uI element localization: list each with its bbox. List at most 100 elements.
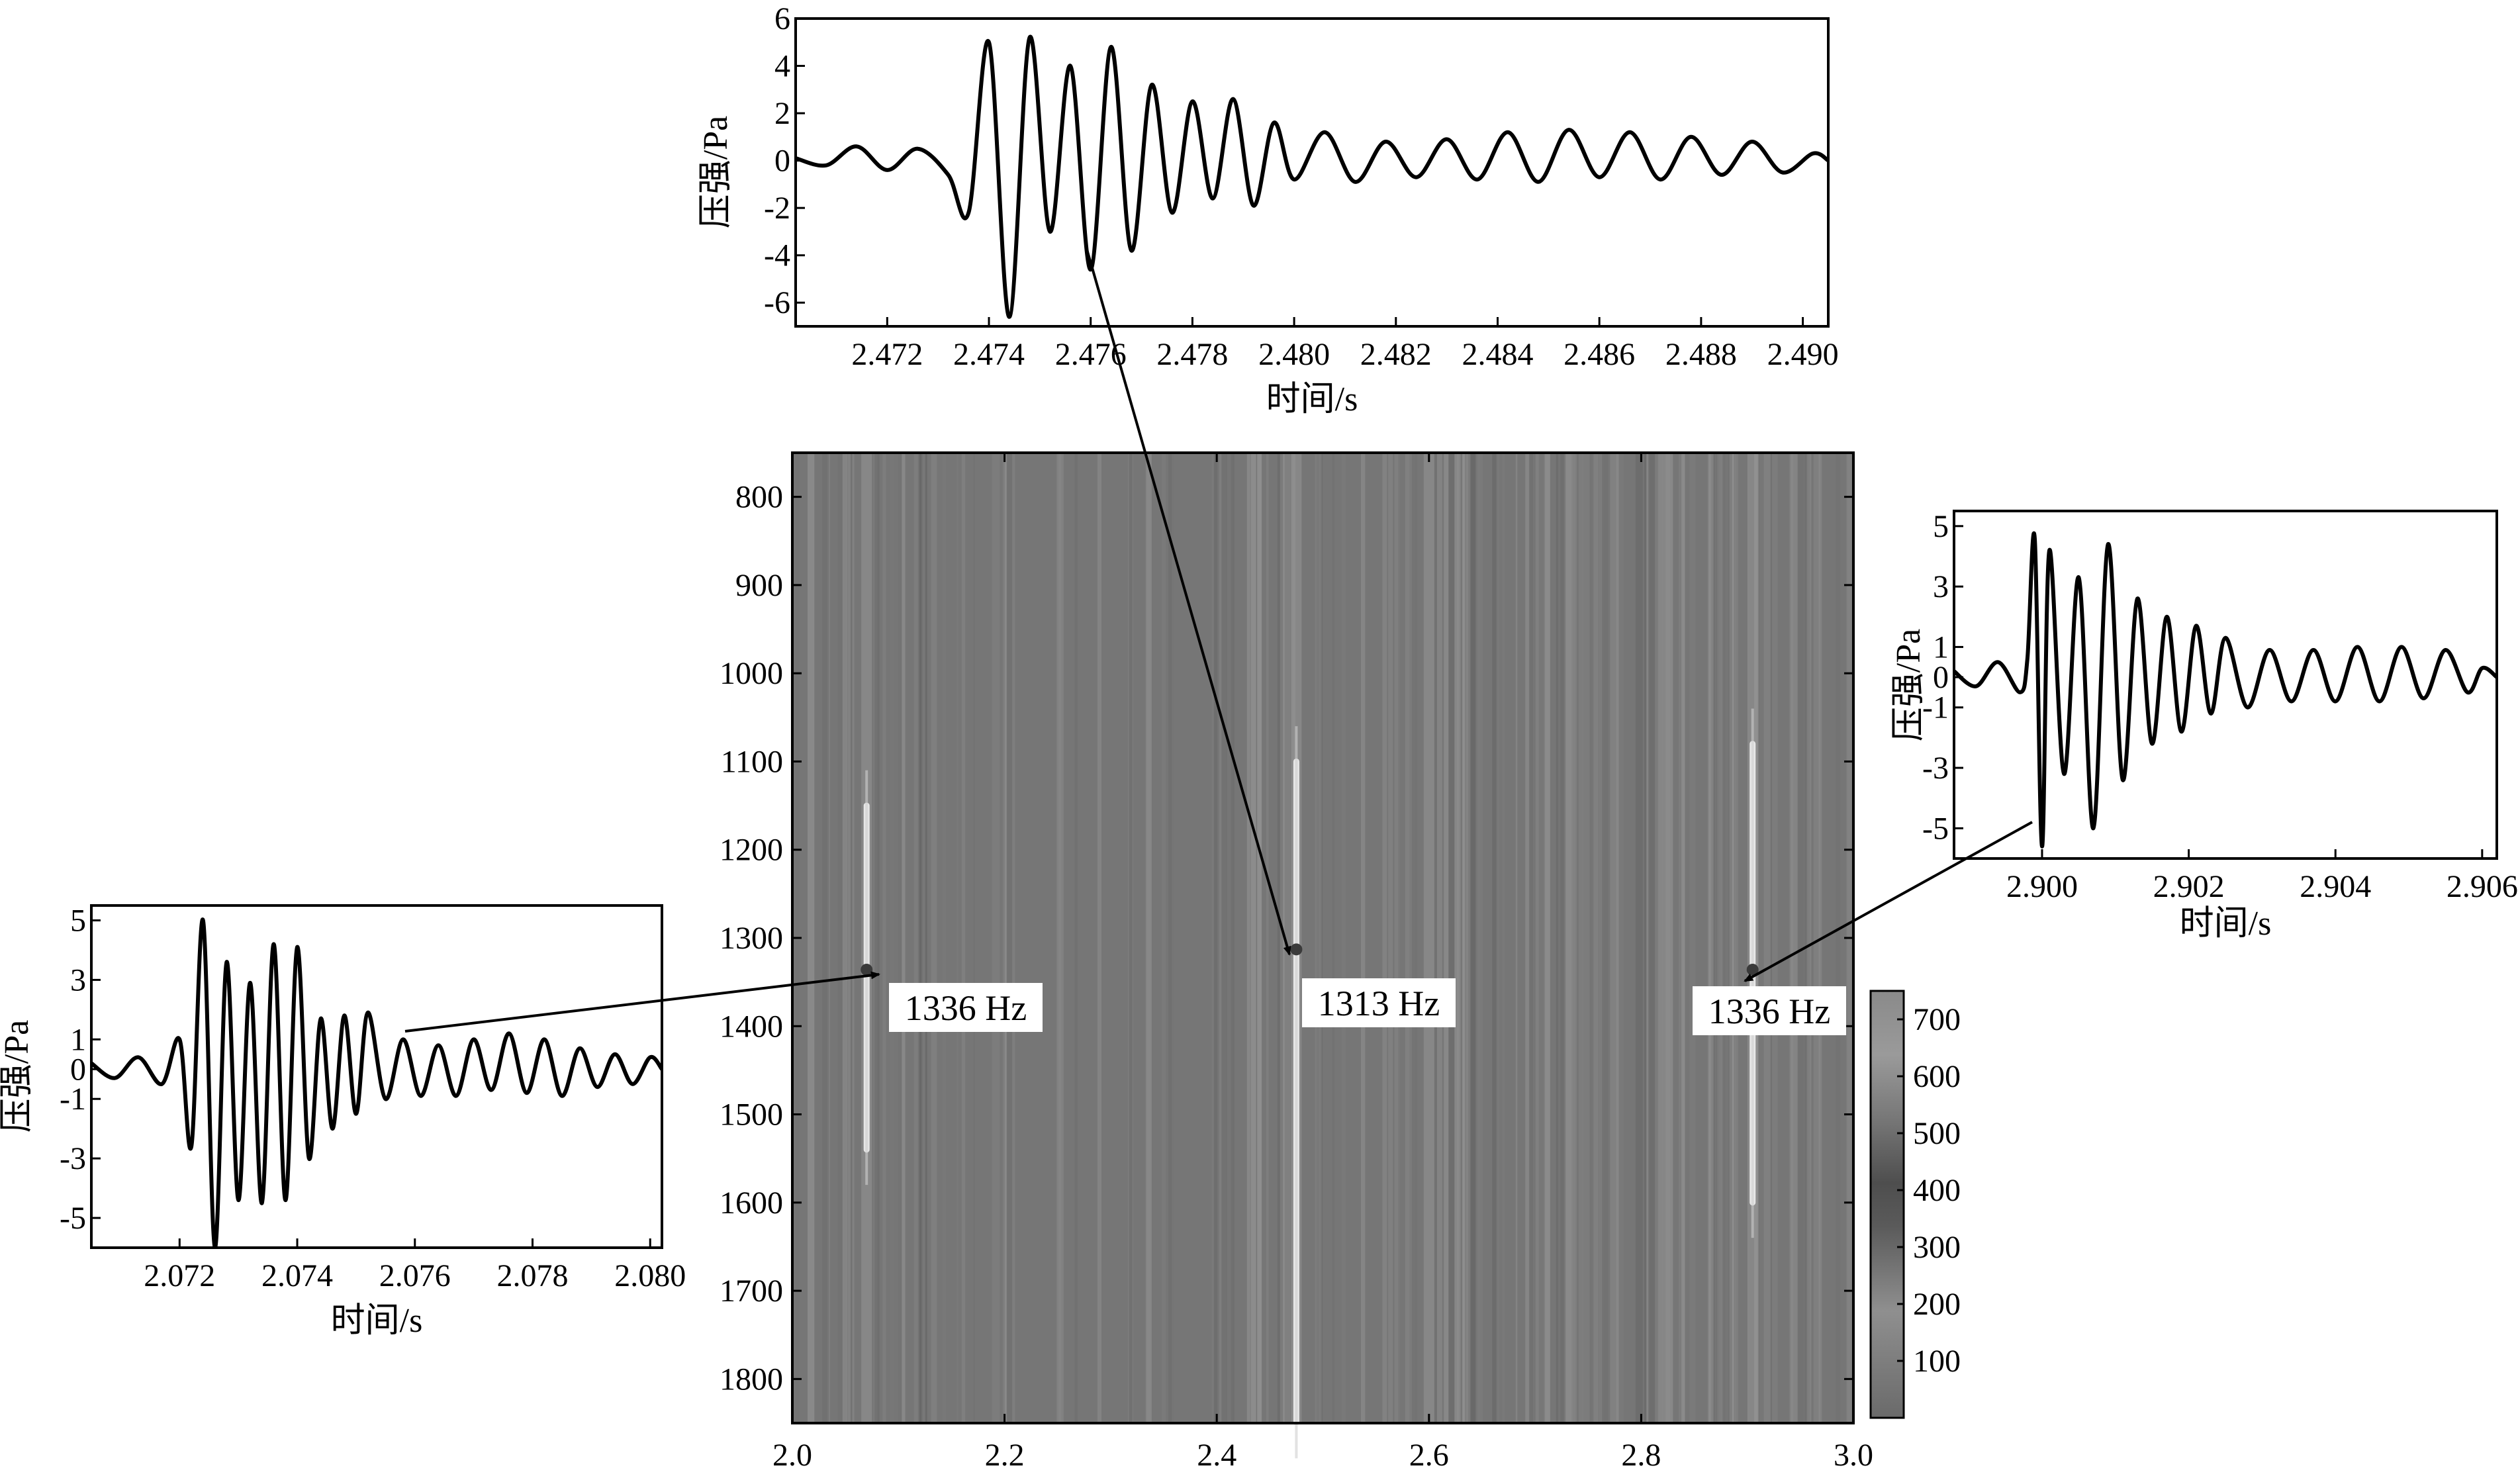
inset-x-tick-label: 2.900: [2006, 869, 2078, 904]
noise-streak: [1394, 453, 1401, 1423]
noise-streak: [1579, 453, 1583, 1423]
noise-streak: [1789, 453, 1794, 1423]
inset-y-tick-label: 5: [1933, 509, 1949, 544]
y-tick-label: 1700: [720, 1274, 783, 1309]
inset-y-tick-label: -2: [764, 191, 790, 226]
noise-streak: [1172, 453, 1174, 1423]
spectrogram-background: [792, 453, 1853, 1423]
noise-streak: [1388, 453, 1393, 1423]
noise-streak: [1465, 453, 1471, 1423]
callout-box-left: [889, 983, 1043, 1032]
noise-streak: [1341, 453, 1346, 1423]
noise-streak: [1284, 453, 1293, 1423]
inset-y-tick-label: -3: [60, 1141, 86, 1176]
inset-y-tick-label: 5: [70, 903, 86, 938]
inset-right-ticks: 5 3 10-1 -3 -5 2.900 2.902 2.904 2.906: [1922, 509, 2518, 904]
noise-streak: [1409, 453, 1417, 1423]
noise-streak: [1221, 453, 1227, 1423]
noise-streak: [1250, 453, 1256, 1423]
noise-streak: [1246, 453, 1250, 1423]
noise-streak: [913, 453, 919, 1423]
noise-streak: [1168, 453, 1172, 1423]
noise-streak: [1655, 453, 1658, 1423]
inset-x-tick-label: 2.478: [1156, 337, 1228, 372]
inset-y-tick-label: -1: [1922, 690, 1949, 725]
noise-streak: [1361, 453, 1366, 1423]
arrow-right: [1744, 821, 2033, 982]
noise-streak: [1715, 453, 1722, 1423]
inset-left: 5 3 10-1 -3 -5 2.072 2.074 2.076 2.078 2.080 时间/s…: [0, 903, 686, 1340]
y-tick-label: 1100: [721, 744, 783, 779]
noise-streak: [1658, 453, 1663, 1423]
inset-y-tick-label: -6: [764, 285, 790, 320]
noise-streak: [882, 453, 886, 1423]
noise-streak: [1266, 453, 1269, 1423]
noise-streak: [851, 453, 853, 1423]
noise-streak: [877, 453, 880, 1423]
noise-streak: [1616, 453, 1619, 1423]
noise-streak: [889, 453, 895, 1423]
noise-streak: [1723, 453, 1726, 1423]
inset-left-waveform: [91, 917, 662, 1248]
noise-streak: [1463, 453, 1471, 1423]
noise-streak: [1754, 453, 1759, 1423]
noise-streak: [1538, 453, 1546, 1423]
noise-streak: [808, 453, 815, 1423]
inset-x-tick-label: 2.078: [496, 1258, 568, 1293]
noise-streak: [1538, 453, 1544, 1423]
inset-y-tick-label: 3: [1933, 569, 1949, 604]
noise-streak: [1056, 453, 1064, 1423]
inset-x-tick-label: 2.906: [2447, 869, 2518, 904]
noise-streak: [1805, 453, 1808, 1423]
noise-streak: [1563, 453, 1571, 1423]
noise-streak: [1689, 453, 1696, 1423]
arrow-top: [1084, 244, 1291, 956]
inset-top-ylabel: 压强/Pa: [697, 116, 735, 228]
arrow-left: [404, 971, 880, 1033]
noise-streak: [921, 453, 924, 1423]
inset-y-tick-label: 2: [774, 96, 790, 131]
inset-right: 5 3 10-1 -3 -5 2.900 2.902 2.904 2.906 时间/s 压强/P…: [1890, 509, 2518, 943]
inset-top-waveform: [796, 34, 1828, 319]
noise-streak: [1589, 453, 1592, 1423]
noise-streak: [872, 453, 874, 1423]
noise-streak: [1733, 453, 1739, 1423]
noise-streak: [1759, 453, 1767, 1423]
noise-streak: [1649, 453, 1657, 1423]
noise-streak: [956, 453, 958, 1423]
noise-streak: [1497, 453, 1505, 1423]
noise-streak: [1644, 453, 1647, 1423]
noise-streak: [1527, 453, 1535, 1423]
x-tick-label: 2.0: [772, 1438, 812, 1473]
broadband-column: [1423, 453, 1434, 1423]
noise-streak: [1097, 453, 1101, 1423]
noise-streak: [1582, 453, 1590, 1423]
noise-streak: [1617, 453, 1624, 1423]
callout-arrows: [404, 244, 2033, 1033]
noise-streak: [1382, 453, 1387, 1423]
inset-y-tick-label: 1: [1933, 629, 1949, 665]
noise-streak: [1610, 453, 1618, 1423]
noise-streak: [902, 453, 906, 1423]
noise-streak: [1493, 453, 1496, 1423]
noise-streak: [898, 453, 905, 1423]
inset-x-tick-label: 2.072: [144, 1258, 215, 1293]
event-marker: [861, 963, 873, 976]
noise-streak: [1492, 453, 1497, 1423]
noise-streak: [1797, 453, 1804, 1423]
x-tick-label: 2.6: [1409, 1438, 1449, 1473]
noise-streak: [1231, 453, 1233, 1423]
noise-streak: [1478, 453, 1483, 1423]
inset-y-tick-label: -5: [60, 1201, 86, 1236]
inset-right-ylabel: 压强/Pa: [1890, 629, 1928, 741]
noise-streak: [1635, 453, 1643, 1423]
y-tick-label: 1000: [720, 656, 783, 691]
noise-streak: [1708, 453, 1714, 1423]
inset-x-tick-label: 2.076: [379, 1258, 451, 1293]
inset-x-tick-label: 2.490: [1767, 337, 1839, 372]
noise-streak: [827, 453, 830, 1423]
spectrogram-panel: 800 900 1000 1100 1200 1300 1400 1500 1600 1700 18…: [720, 451, 1873, 1473]
colorbar-tick-label: 200: [1913, 1287, 1961, 1322]
inset-x-tick-label: 2.074: [261, 1258, 333, 1293]
